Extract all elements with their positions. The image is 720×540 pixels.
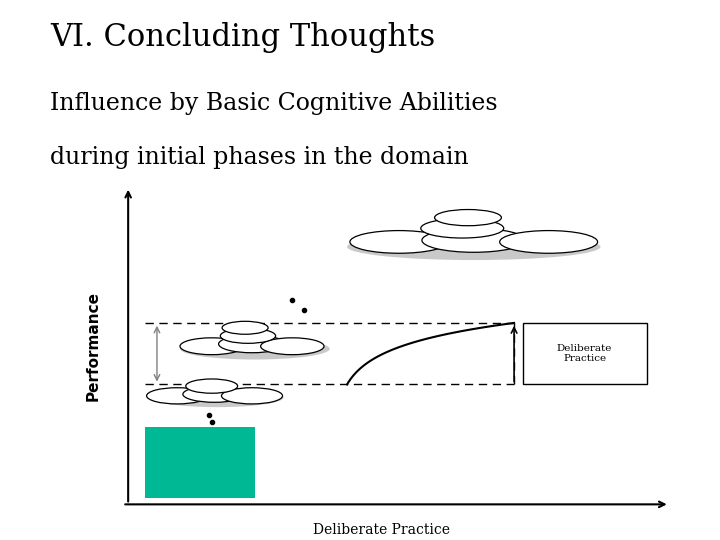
Bar bbox=[145, 427, 255, 498]
Ellipse shape bbox=[151, 388, 284, 407]
Ellipse shape bbox=[220, 328, 276, 343]
Text: Influence by Basic Cognitive Abilities: Influence by Basic Cognitive Abilities bbox=[50, 92, 498, 115]
Text: Performance: Performance bbox=[86, 291, 101, 401]
Bar bbox=[523, 323, 647, 384]
Ellipse shape bbox=[261, 338, 324, 355]
Ellipse shape bbox=[186, 379, 238, 393]
Ellipse shape bbox=[180, 338, 243, 355]
Ellipse shape bbox=[219, 335, 285, 353]
Text: Deliberate
Practice: Deliberate Practice bbox=[557, 344, 612, 363]
Ellipse shape bbox=[222, 388, 282, 404]
Text: VI. Concluding Thoughts: VI. Concluding Thoughts bbox=[50, 22, 436, 52]
Text: Deliberate Practice: Deliberate Practice bbox=[313, 523, 450, 537]
Ellipse shape bbox=[422, 228, 526, 252]
Ellipse shape bbox=[147, 388, 207, 404]
Ellipse shape bbox=[347, 233, 600, 260]
Ellipse shape bbox=[222, 321, 268, 334]
Ellipse shape bbox=[500, 231, 598, 253]
Ellipse shape bbox=[350, 231, 448, 253]
Text: during initial phases in the domain: during initial phases in the domain bbox=[50, 146, 469, 169]
Ellipse shape bbox=[180, 338, 330, 360]
Ellipse shape bbox=[183, 386, 246, 402]
Ellipse shape bbox=[435, 210, 501, 226]
Ellipse shape bbox=[420, 219, 504, 238]
